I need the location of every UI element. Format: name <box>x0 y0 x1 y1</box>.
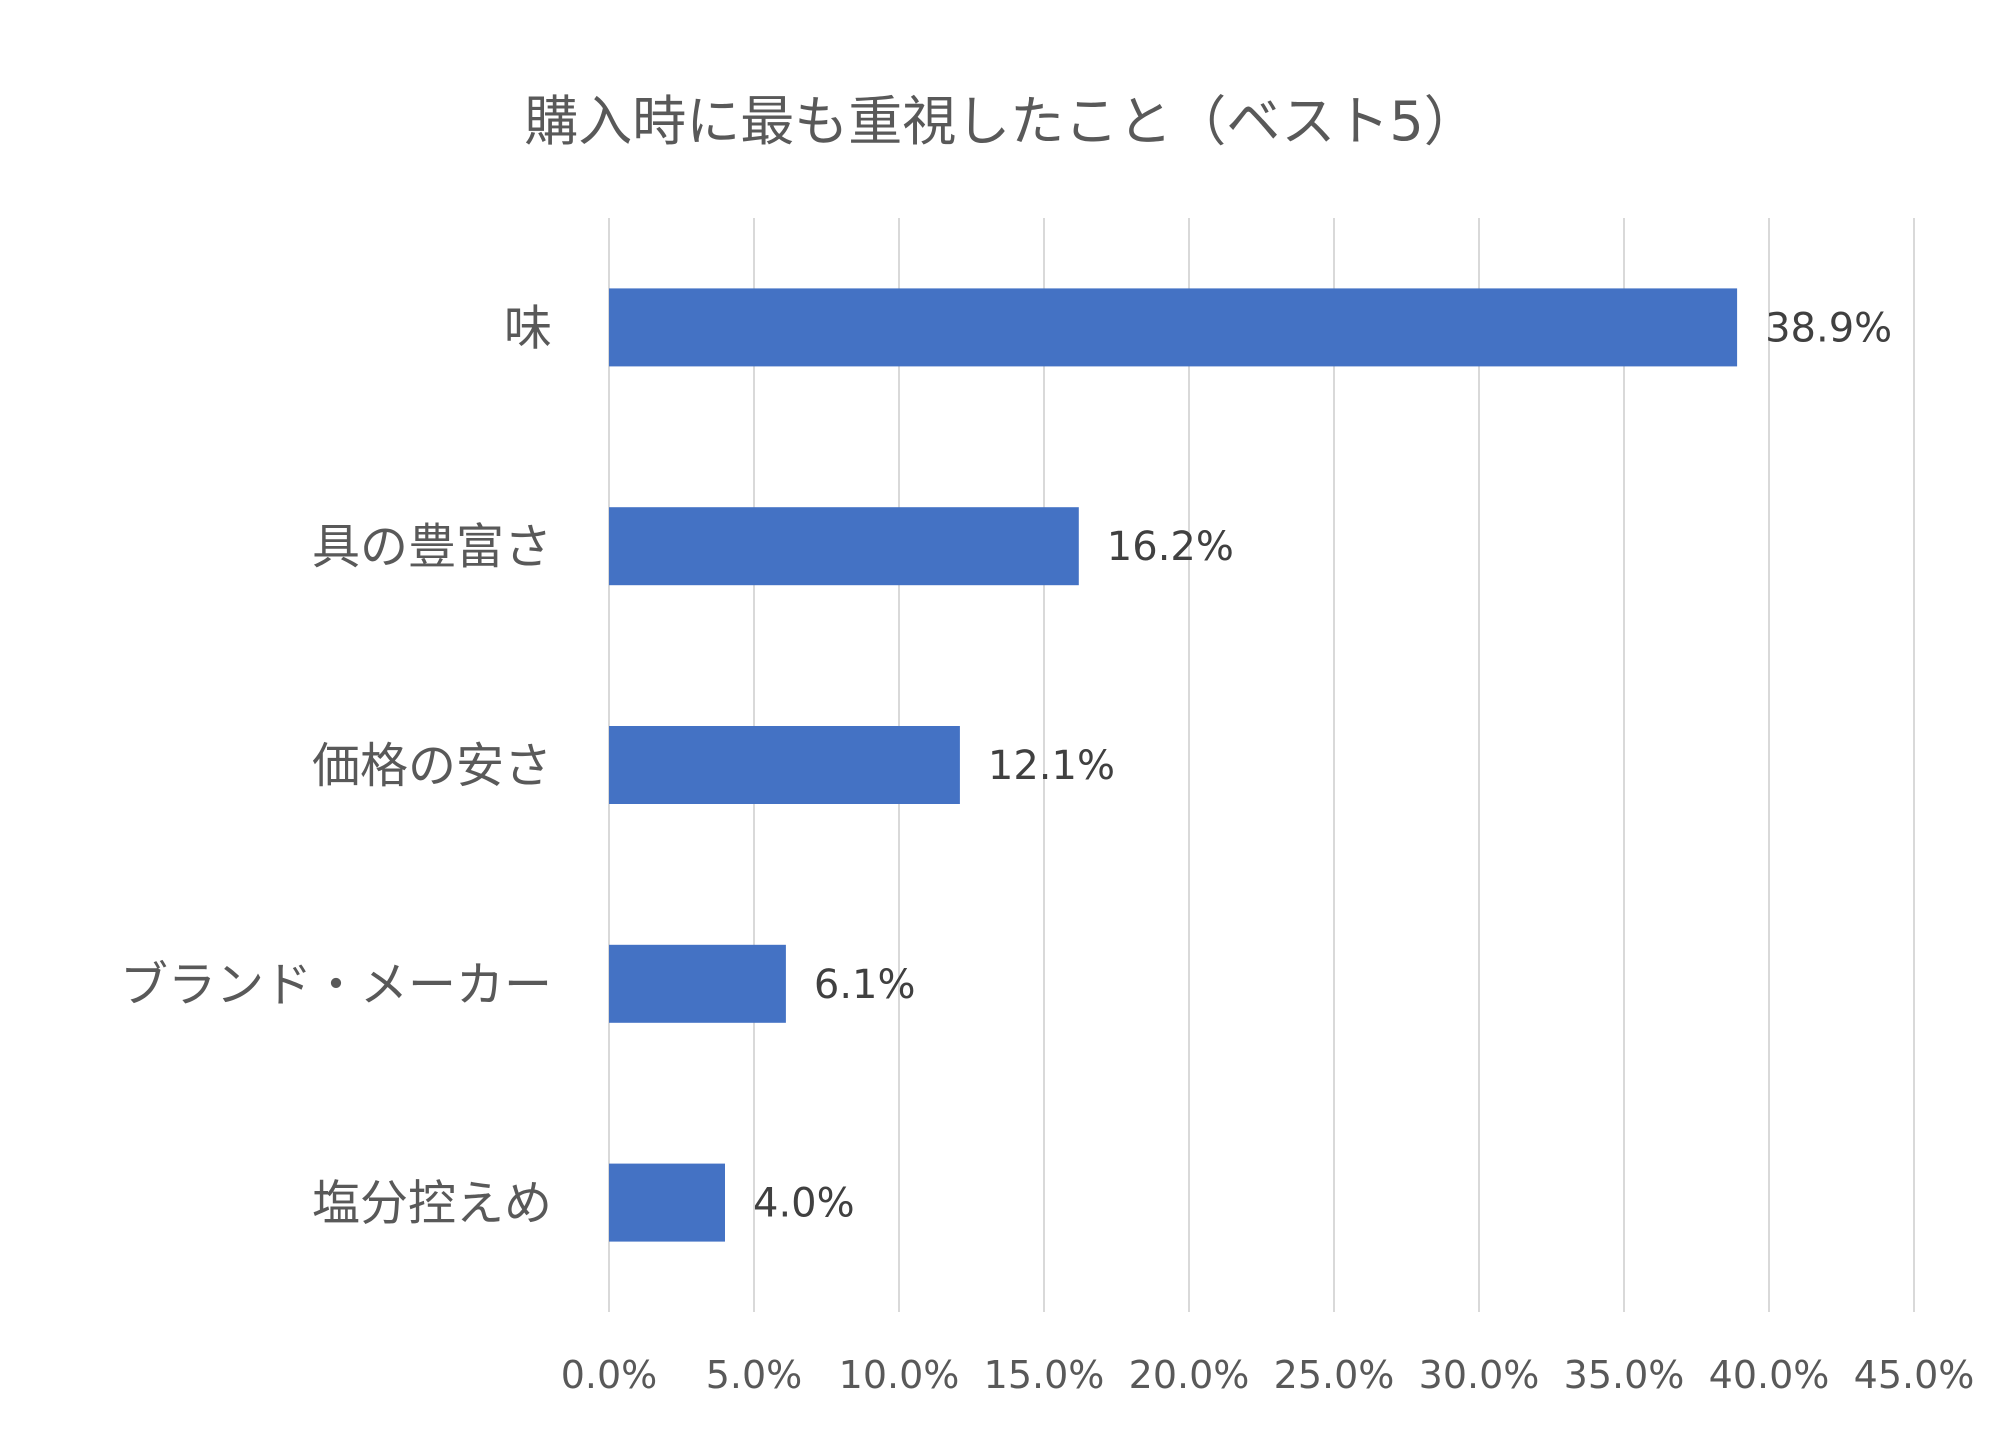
data-label: 38.9% <box>1765 305 1892 351</box>
data-label: 4.0% <box>753 1181 855 1227</box>
data-label: 12.1% <box>988 743 1115 789</box>
category-label: 味 <box>504 300 552 356</box>
x-tick-label: 40.0% <box>1709 1353 1830 1397</box>
x-tick-label: 10.0% <box>839 1353 960 1397</box>
bars <box>609 288 1738 1242</box>
x-tick-label: 5.0% <box>706 1353 803 1397</box>
x-tick-label: 15.0% <box>984 1353 1105 1397</box>
category-label: 塩分控えめ <box>312 1176 552 1232</box>
category-label: 価格の安さ <box>312 738 552 794</box>
chart-title: 購入時に最も重視したこと（ベスト5） <box>524 90 1477 153</box>
x-tick-label: 35.0% <box>1564 1353 1685 1397</box>
bar <box>609 507 1079 586</box>
x-tick-label: 20.0% <box>1129 1353 1250 1397</box>
x-tick-label: 25.0% <box>1274 1353 1395 1397</box>
gridlines <box>608 218 1915 1312</box>
value-labels: 38.9% 16.2% 12.1% 6.1% 4.0% <box>753 305 1892 1226</box>
x-tick-label: 45.0% <box>1854 1353 1975 1397</box>
category-label: 具の豊富さ <box>312 519 552 575</box>
bar <box>609 288 1738 367</box>
x-tick-label: 0.0% <box>561 1353 658 1397</box>
data-label: 16.2% <box>1107 524 1234 570</box>
data-label: 6.1% <box>814 962 916 1008</box>
x-tick-label: 30.0% <box>1419 1353 1540 1397</box>
bar <box>609 726 960 804</box>
category-label: ブランド・メーカー <box>120 957 552 1013</box>
x-axis-tick-labels: 0.0% 5.0% 10.0% 15.0% 20.0% 25.0% 30.0% 35.0% 40… <box>561 1353 1975 1397</box>
bar <box>609 1163 725 1242</box>
bar <box>609 944 786 1023</box>
